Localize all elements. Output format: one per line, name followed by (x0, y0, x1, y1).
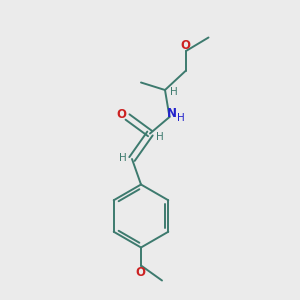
Text: H: H (156, 132, 164, 142)
Text: N: N (167, 107, 177, 120)
Text: O: O (135, 266, 146, 279)
Text: H: H (170, 86, 178, 97)
Text: H: H (177, 112, 185, 123)
Text: O: O (116, 108, 126, 121)
Text: H: H (118, 153, 126, 164)
Text: O: O (180, 38, 190, 52)
